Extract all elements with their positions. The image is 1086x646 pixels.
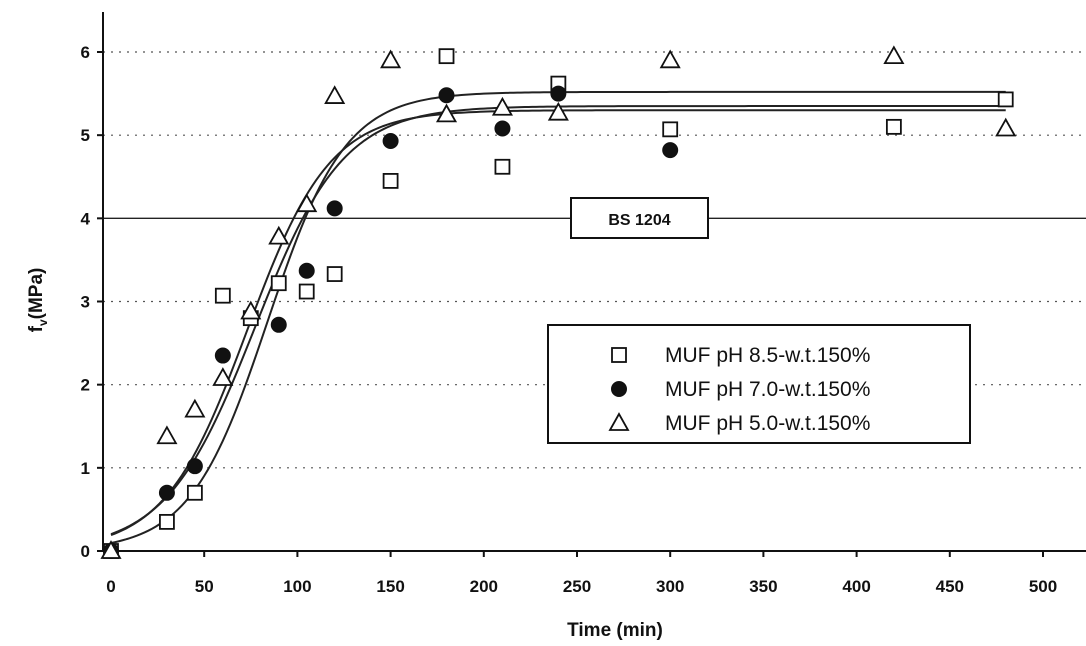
y-tick-label: 0 [81,542,90,561]
data-point-series-0 [997,91,1014,108]
legend-label-2: MUF pH 5.0-w.t.150% [665,412,870,435]
data-point-series-2 [491,96,513,116]
data-point-series-0 [298,283,315,300]
data-point-series-2 [268,225,290,245]
data-point-series-1 [494,120,511,137]
legend-marker-0 [611,347,627,363]
y-axis-title-unit: (MPa) [26,268,47,320]
data-point-series-1 [382,132,399,149]
y-tick-label: 4 [81,209,91,228]
data-point-series-1 [186,458,203,475]
data-point-series-1 [270,316,287,333]
reference-label: BS 1204 [608,212,670,229]
data-point-series-2 [156,425,178,445]
x-tick-label: 0 [106,577,115,596]
data-point-series-1 [214,347,231,364]
y-tick-label: 3 [81,293,90,312]
data-point-series-2 [547,101,569,121]
data-point-series-0 [382,173,399,189]
data-point-series-1 [550,85,567,102]
x-tick-label: 450 [936,577,964,596]
data-point-series-1 [438,87,455,104]
data-point-series-2 [659,49,681,69]
x-tick-label: 400 [842,577,870,596]
reference-line-group: BS 1204 [103,197,1086,239]
data-point-series-1 [326,200,343,217]
x-tick-label: 50 [195,577,214,596]
x-tick-label: 500 [1029,577,1057,596]
data-points [100,45,1017,559]
data-point-series-0 [885,118,902,135]
x-ticks: 0 50 100 150 200 250 300 350 400 450 500 [106,551,1057,596]
legend-label-1: MUF pH 7.0-w.t.150% [665,378,870,401]
data-point-series-0 [662,121,679,138]
data-point-series-0 [438,48,455,65]
x-axis-title: Time (min) [567,620,663,641]
data-point-series-1 [158,484,175,501]
y-ticks: 0 1 2 3 4 5 6 [81,43,103,561]
y-tick-label: 2 [81,376,90,395]
data-point-series-1 [298,262,315,279]
legend-label-0: MUF pH 8.5-w.t.150% [665,344,870,367]
data-point-series-0 [326,266,343,282]
x-tick-label: 300 [656,577,684,596]
data-point-series-2 [240,300,262,320]
legend-marker-1 [611,381,627,397]
data-point-series-2 [296,193,318,213]
legend: MUF pH 8.5-w.t.150% MUF pH 7.0-w.t.150% MU… [547,324,971,444]
data-point-series-2 [995,117,1017,137]
x-tick-label: 100 [283,577,311,596]
x-tick-label: 200 [470,577,498,596]
data-point-series-2 [883,45,905,65]
y-axis-title: fv(MPa) [26,268,50,333]
data-point-series-0 [159,513,175,530]
data-point-series-2 [184,398,206,418]
x-tick-label: 350 [749,577,777,596]
data-point-series-2 [212,367,234,386]
legend-marker-2 [608,412,630,431]
data-point-series-2 [324,85,346,104]
y-tick-label: 5 [81,126,90,145]
y-tick-label: 1 [81,459,90,478]
axes [102,12,1086,552]
data-point-series-1 [662,142,679,159]
reference-label-box [570,197,709,239]
y-tick-label: 6 [81,43,90,62]
y-axis-title-symbol: f [26,325,47,332]
data-point-series-0 [270,275,287,292]
data-point-series-2 [435,103,458,123]
x-tick-label: 150 [376,577,404,596]
data-point-series-2 [100,540,122,559]
svg-text:fv(MPa): fv(MPa) [26,268,50,333]
data-point-series-2 [380,49,402,69]
data-point-series-0 [494,158,511,175]
x-tick-label: 250 [563,577,591,596]
data-point-series-0 [186,484,203,501]
data-point-series-0 [214,287,231,304]
y-axis-title-subscript: v [36,319,50,326]
